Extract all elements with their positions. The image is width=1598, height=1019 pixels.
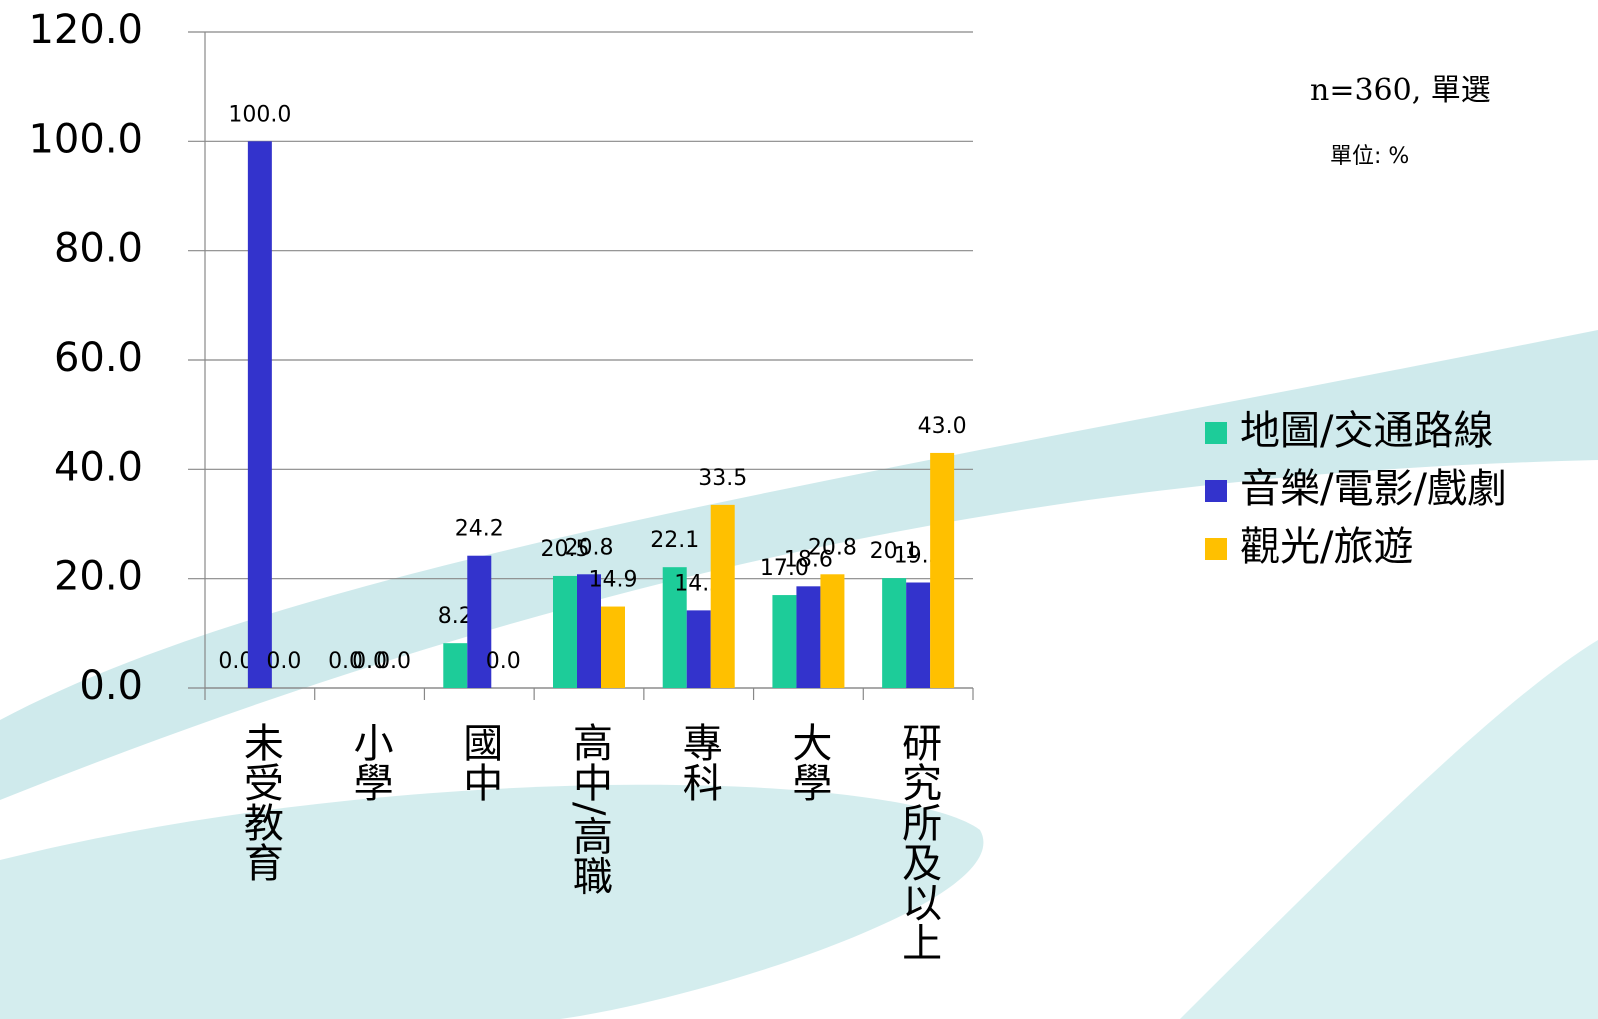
value-label: 20.8 [565,535,614,560]
bar [553,576,577,688]
bar [711,505,735,688]
bar [796,586,820,688]
value-label: 0.0 [486,649,521,674]
note-sample: n=360, 單選 [1310,73,1491,108]
bar [820,574,844,688]
y-tick-label: 80.0 [54,226,143,272]
value-label: 22.1 [650,528,699,553]
value-label: 100.0 [228,102,291,127]
x-tick-label: 專科 [676,722,722,802]
x-tick-label: 小學 [347,722,393,802]
x-tick-label: 大學 [785,722,831,802]
y-tick-label: 100.0 [28,116,143,162]
note-unit: 單位: % [1330,144,1409,169]
value-label: 24.2 [455,517,504,542]
x-tick-label: 國中 [456,722,502,802]
value-label: 20.8 [808,535,857,560]
y-tick-label: 120.0 [28,7,143,53]
y-tick-label: 40.0 [54,444,143,490]
y-tick-label: 20.0 [54,554,143,600]
bar [882,578,906,688]
bar [906,582,930,688]
legend-label: 觀光/旅遊 [1240,524,1413,570]
bar [601,607,625,688]
x-tick-label: 未受教育 [237,722,283,882]
legend-swatch [1205,538,1227,560]
bar [248,141,272,688]
legend-label: 地圖/交通路線 [1240,408,1493,454]
value-label: 14.9 [589,568,638,593]
value-label: 43.0 [918,414,967,439]
bar [687,610,711,688]
bar [772,595,796,688]
legend-label: 音樂/電影/戲劇 [1240,466,1507,512]
value-label: 33.5 [698,466,747,491]
legend-swatch [1205,422,1227,444]
bar [930,453,954,688]
y-tick-label: 60.0 [54,335,143,381]
bar [443,643,467,688]
chart: n=360, 單選 單位: % 0.0 20.0 40.0 60.0 80.0 100.0… [0,0,1598,1019]
value-label: 0.0 [266,649,301,674]
x-tick-label: 研究所及以上 [895,722,941,962]
value-label: 0.0 [376,649,411,674]
x-tick-label: 高中/高職 [566,722,612,895]
y-tick-label: 0.0 [79,663,143,709]
page: n=360, 單選 單位: % 0.0 20.0 40.0 60.0 80.0 100.0… [0,0,1598,1019]
legend-swatch [1205,480,1227,502]
